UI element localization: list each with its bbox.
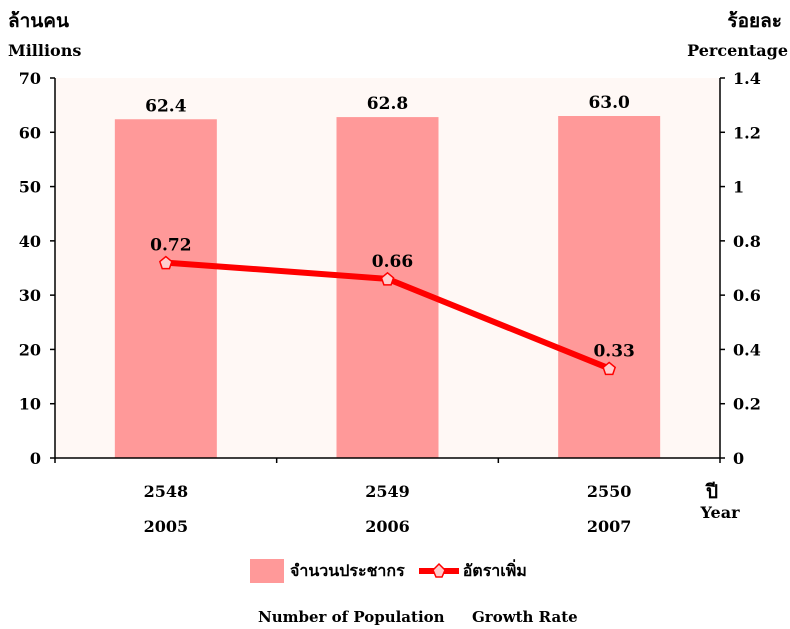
x-tick-label-thai: 2550	[587, 482, 632, 501]
y-right-tick-label: 1.2	[733, 123, 761, 142]
legend-english-growth-rate: Growth Rate	[472, 608, 578, 626]
y-right-tick-label: 0.4	[733, 340, 761, 359]
y-right-tick-label: 0.6	[733, 286, 761, 305]
x-tick-label-english: 2006	[365, 517, 410, 536]
growth-rate-value-label: 0.66	[372, 252, 413, 272]
bar-population	[558, 116, 661, 458]
legend-label-population: จำนวนประชากร	[290, 560, 405, 580]
bars-layer: 62.4 62.8 63.0	[114, 93, 661, 458]
growth-rate-value-label: 0.72	[150, 236, 191, 256]
legend-item-population: จำนวนประชากร	[250, 559, 405, 584]
bar-population	[336, 117, 439, 458]
bar-value-label: 62.4	[145, 96, 187, 116]
y-right-tick-label: 0	[733, 449, 744, 468]
x-tick-label-thai: 2548	[144, 482, 189, 501]
legend-label-growth-rate: อัตราเพิ่ม	[462, 560, 527, 580]
axes-layer: 0 10 20 30 40 50 60 70 0 0.2 0.4 0.6 0.8 1 1.2 1.4 2548 2…	[19, 69, 761, 536]
legend-english-population: Number of Population	[258, 608, 445, 626]
legend-swatch-line	[418, 562, 459, 578]
y-right-tick-label: 0.2	[733, 395, 761, 414]
x-axis-title-english: Year	[699, 503, 740, 522]
y-right-tick-label: 1.4	[733, 69, 761, 88]
y-left-tick-label: 10	[19, 395, 41, 414]
bar-population	[114, 119, 217, 458]
bar-value-label: 62.8	[367, 94, 408, 114]
y-right-tick-label: 0.8	[733, 232, 761, 251]
legend: จำนวนประชากร อัตราเพิ่ม	[250, 556, 541, 586]
y-left-title-english: Millions	[8, 41, 81, 60]
y-left-tick-label: 40	[19, 232, 41, 251]
x-tick-label-thai: 2549	[365, 482, 410, 501]
growth-rate-marker	[158, 255, 173, 270]
y-right-title-english: Percentage	[687, 41, 788, 60]
bar-value-label: 63.0	[588, 93, 630, 113]
y-left-tick-label: 60	[19, 123, 41, 142]
y-left-tick-label: 50	[19, 178, 41, 197]
y-left-tick-label: 0	[30, 449, 41, 468]
x-tick-label-english: 2005	[144, 517, 189, 536]
y-right-title-thai: ร้อยละ	[727, 10, 782, 32]
y-left-tick-label: 20	[19, 340, 41, 359]
y-right-tick-label: 1	[733, 178, 744, 197]
y-left-tick-label: 70	[19, 69, 41, 88]
x-axis-title-thai: ปี	[705, 481, 718, 503]
growth-line-layer: 0.72 0.66 0.33	[150, 236, 635, 376]
y-left-tick-label: 30	[19, 286, 41, 305]
x-tick-label-english: 2007	[587, 517, 632, 536]
y-left-title-thai: ล้านคน	[8, 10, 69, 32]
legend-item-growth-rate: อัตราเพิ่ม	[418, 559, 527, 584]
growth-rate-marker	[380, 271, 395, 286]
growth-rate-value-label: 0.33	[593, 341, 634, 361]
growth-rate-marker	[602, 361, 617, 376]
legend-swatch-bar	[250, 559, 284, 583]
